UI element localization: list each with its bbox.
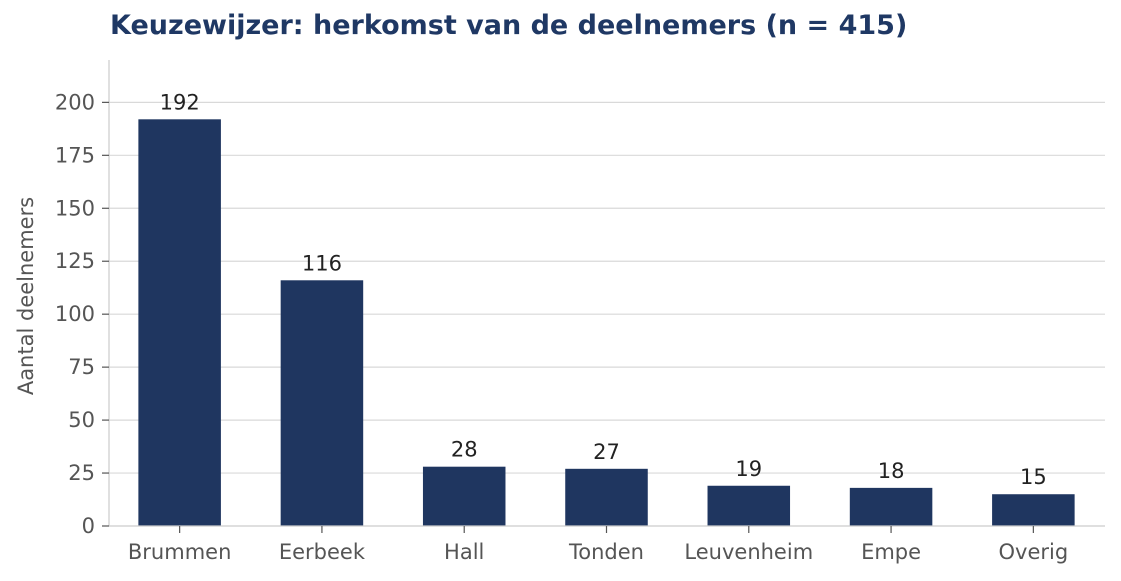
data-label: 28 bbox=[451, 438, 478, 462]
y-tick-label: 75 bbox=[68, 355, 95, 379]
y-ticks: 0 25 50 75 100 125 150 175 200 bbox=[55, 90, 109, 538]
x-tick-label: Overig bbox=[999, 540, 1069, 564]
x-tick-label: Tonden bbox=[568, 540, 644, 564]
y-tick-label: 50 bbox=[68, 408, 95, 432]
x-tick-label: Hall bbox=[444, 540, 484, 564]
grid-lines bbox=[109, 101, 1105, 474]
bar bbox=[280, 280, 364, 526]
y-axis-title: Aantal deelnemers bbox=[14, 197, 38, 395]
bar bbox=[707, 485, 791, 526]
y-tick-label: 200 bbox=[55, 90, 95, 114]
data-label: 27 bbox=[593, 440, 620, 464]
bar bbox=[565, 468, 648, 526]
x-tick-label: Eerbeek bbox=[279, 540, 366, 564]
bar bbox=[138, 119, 221, 527]
data-label: 15 bbox=[1020, 465, 1047, 489]
y-tick-label: 25 bbox=[68, 461, 95, 485]
bar bbox=[422, 466, 506, 526]
y-tick-label: 0 bbox=[82, 514, 95, 538]
y-tick-label: 175 bbox=[55, 143, 95, 167]
data-label: 19 bbox=[735, 457, 762, 481]
x-tick-label: Empe bbox=[861, 540, 921, 564]
x-tick-label: Brummen bbox=[128, 540, 232, 564]
data-label: 116 bbox=[302, 251, 342, 275]
bars bbox=[138, 119, 1075, 527]
x-tick-label: Leuvenheim bbox=[684, 540, 813, 564]
data-label: 18 bbox=[878, 459, 905, 483]
y-tick-label: 100 bbox=[55, 302, 95, 326]
x-ticks: Brummen Eerbeek Hall Tonden Leuvenheim Empe Ov… bbox=[128, 526, 1068, 564]
y-tick-label: 150 bbox=[55, 196, 95, 220]
chart-title: Keuzewijzer: herkomst van de deelnemers … bbox=[110, 10, 908, 41]
data-labels: 192 116 28 27 19 18 15 bbox=[160, 90, 1047, 489]
data-label: 192 bbox=[160, 90, 200, 114]
y-tick-label: 125 bbox=[55, 249, 95, 273]
bar bbox=[992, 494, 1075, 526]
bar bbox=[849, 487, 933, 526]
